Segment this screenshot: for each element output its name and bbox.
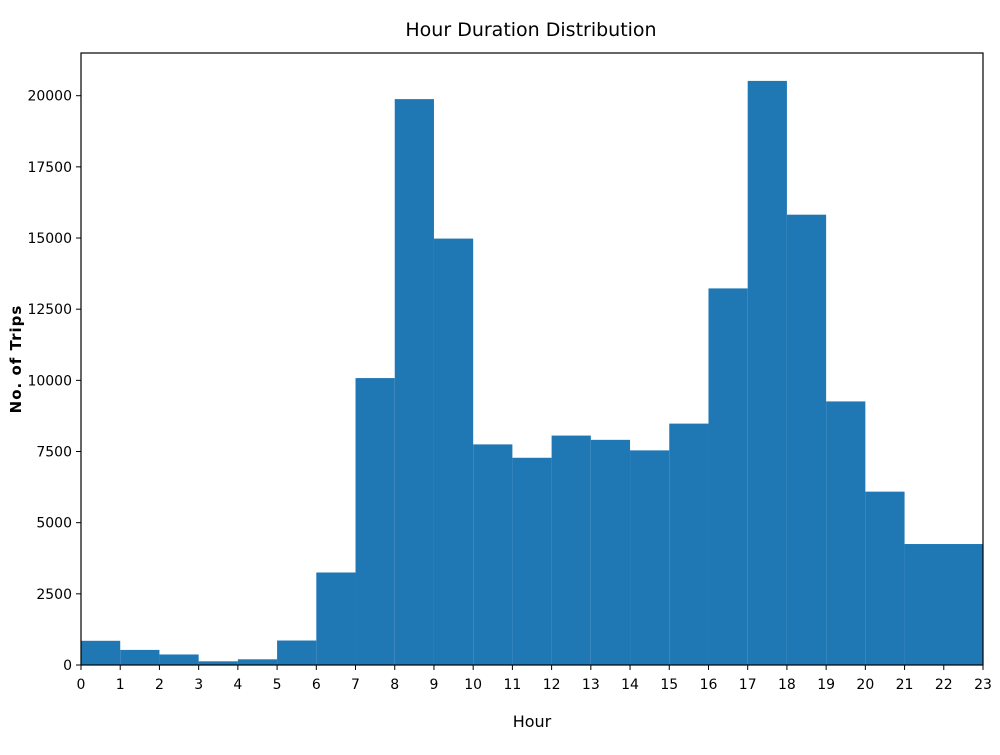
histogram-bar-2 bbox=[159, 654, 199, 665]
x-tick-label-22: 22 bbox=[935, 677, 953, 693]
x-tick-label-0: 0 bbox=[77, 677, 86, 693]
y-axis-ticks: 0 2500 5000 7500 10000 12500 15000 17500 20000 bbox=[27, 89, 81, 674]
x-tick-label-16: 16 bbox=[700, 677, 718, 693]
x-tick-label-9: 9 bbox=[429, 677, 438, 693]
y-tick-label-0: 0 bbox=[63, 658, 72, 674]
histogram-bar-1 bbox=[120, 649, 160, 665]
x-tick-label-5: 5 bbox=[273, 677, 282, 693]
histogram-bar-18 bbox=[786, 214, 827, 665]
histogram-bar-11 bbox=[512, 457, 552, 665]
histogram-bar-13 bbox=[590, 439, 631, 665]
x-tick-label-21: 21 bbox=[896, 677, 914, 693]
x-tick-label-18: 18 bbox=[778, 677, 796, 693]
x-tick-label-2: 2 bbox=[155, 677, 164, 693]
histogram-bar-6 bbox=[316, 572, 356, 665]
x-tick-label-11: 11 bbox=[503, 677, 521, 693]
x-tick-label-20: 20 bbox=[856, 677, 874, 693]
x-axis-ticks: 0 1 2 3 4 5 6 7 8 9 10 11 12 13 14 15 16 17 18 19 20 21 22 23 bbox=[77, 665, 992, 693]
x-tick-label-15: 15 bbox=[660, 677, 678, 693]
histogram-bar-9 bbox=[433, 238, 474, 665]
y-tick-label-3: 7500 bbox=[36, 445, 72, 461]
y-tick-label-6: 15000 bbox=[27, 231, 72, 247]
histogram-bar-21 bbox=[904, 544, 983, 665]
histogram-bar-7 bbox=[355, 378, 395, 665]
x-tick-label-12: 12 bbox=[543, 677, 561, 693]
bars bbox=[81, 80, 983, 666]
histogram-bar-5 bbox=[277, 640, 317, 665]
x-tick-label-23: 23 bbox=[974, 677, 992, 693]
histogram-bar-14 bbox=[630, 450, 670, 665]
histogram-bar-20 bbox=[865, 491, 905, 665]
x-tick-label-4: 4 bbox=[233, 677, 242, 693]
y-tick-label-8: 20000 bbox=[27, 89, 72, 105]
y-tick-label-4: 10000 bbox=[27, 373, 72, 389]
histogram-bar-3 bbox=[198, 661, 238, 665]
histogram-bar-16 bbox=[708, 288, 748, 665]
x-tick-label-14: 14 bbox=[621, 677, 639, 693]
x-tick-label-8: 8 bbox=[390, 677, 399, 693]
y-tick-label-7: 17500 bbox=[27, 160, 72, 176]
x-tick-label-17: 17 bbox=[739, 677, 757, 693]
histogram-bar-17 bbox=[747, 80, 787, 665]
histogram-bar-15 bbox=[669, 423, 709, 665]
histogram-bar-8 bbox=[394, 99, 434, 666]
x-axis-label: Hour bbox=[513, 712, 552, 731]
x-tick-label-3: 3 bbox=[194, 677, 203, 693]
x-tick-label-7: 7 bbox=[351, 677, 360, 693]
x-tick-label-13: 13 bbox=[582, 677, 600, 693]
histogram-bar-12 bbox=[551, 435, 591, 665]
y-tick-label-5: 12500 bbox=[27, 302, 72, 318]
histogram-bar-0 bbox=[81, 640, 121, 665]
chart-title: Hour Duration Distribution bbox=[405, 19, 656, 41]
y-tick-label-1: 2500 bbox=[36, 587, 72, 603]
x-tick-label-10: 10 bbox=[464, 677, 482, 693]
y-tick-label-2: 5000 bbox=[36, 516, 72, 532]
histogram-bar-19 bbox=[826, 401, 866, 665]
x-tick-label-1: 1 bbox=[116, 677, 125, 693]
plot-frame bbox=[80, 52, 984, 666]
x-tick-label-6: 6 bbox=[312, 677, 321, 693]
histogram-bar-4 bbox=[237, 659, 278, 665]
x-tick-label-19: 19 bbox=[817, 677, 835, 693]
y-axis-label: No. of Trips bbox=[7, 305, 25, 414]
histogram-bar-10 bbox=[473, 444, 513, 665]
